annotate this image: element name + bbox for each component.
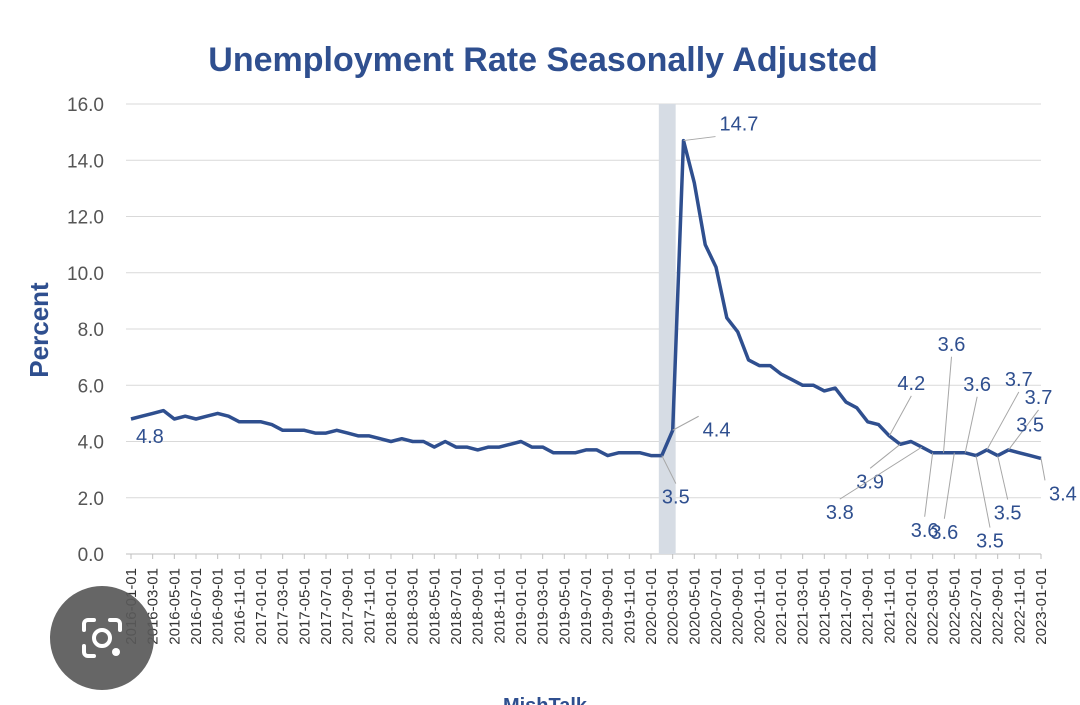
x-tick-label: 2020-07-01	[708, 568, 725, 645]
x-tick-label: 2020-03-01	[665, 568, 682, 645]
x-tick-label: 2022-03-01	[925, 568, 942, 645]
x-tick-label: 2017-05-01	[296, 568, 313, 645]
y-tick-label: 16.0	[67, 95, 104, 116]
series-line-unemployment	[130, 138, 1042, 461]
y-tick-label: 12.0	[67, 208, 104, 229]
leader-line	[943, 356, 952, 453]
y-tick-label: 4.0	[78, 433, 104, 454]
x-tick-label: 2017-03-01	[275, 568, 292, 645]
x-tick-label: 2018-03-01	[405, 568, 422, 645]
x-tick-label: 2019-03-01	[535, 568, 552, 645]
gridlines	[126, 103, 1041, 555]
data-label: 3.5	[1016, 415, 1044, 437]
x-tick-label: 2018-01-01	[383, 568, 400, 645]
x-tick-label: 2021-11-01	[881, 568, 898, 644]
leader-line	[1040, 458, 1046, 481]
x-tick-label: 2017-09-01	[340, 568, 357, 645]
x-tick-label: 2019-11-01	[621, 568, 638, 644]
x-tick-label: 2022-09-01	[990, 568, 1007, 645]
x-tick-label: 2016-11-01	[231, 568, 248, 644]
leader-line	[986, 391, 1020, 451]
leader-line	[997, 455, 1009, 500]
leader-line	[672, 415, 699, 431]
x-tick-labels: 2016-01-012016-03-012016-05-012016-07-01…	[123, 554, 1050, 645]
shaded-region-layer	[658, 104, 676, 554]
x-tick-label: 2022-01-01	[903, 568, 920, 645]
y-tick-label: 14.0	[67, 151, 104, 172]
data-label: 3.6	[963, 374, 991, 396]
leader-line	[924, 452, 934, 517]
leader-line	[869, 443, 901, 469]
data-label: 3.7	[1025, 387, 1053, 409]
x-tick-label: 2019-07-01	[578, 568, 595, 645]
x-tick-label: 2021-03-01	[795, 568, 812, 645]
y-tick-label: 2.0	[78, 489, 104, 510]
x-tick-label: 2020-01-01	[643, 568, 660, 645]
x-tick-label: 2020-09-01	[730, 568, 747, 645]
series-line-layer	[130, 138, 1042, 461]
leader-line	[964, 396, 978, 453]
chart-title: Unemployment Rate Seasonally Adjusted	[208, 41, 877, 79]
data-label: 3.4	[1049, 483, 1077, 505]
data-label: 4.2	[897, 373, 925, 395]
y-tick-label: 6.0	[78, 376, 104, 397]
camera-search-icon[interactable]	[50, 586, 154, 690]
data-label: 3.6	[930, 522, 958, 544]
data-label: 3.5	[976, 531, 1004, 553]
x-tick-label: 2016-09-01	[210, 568, 227, 645]
data-label: 3.9	[856, 471, 884, 493]
leader-line	[839, 446, 923, 500]
x-tick-label: 2018-11-01	[491, 568, 508, 644]
x-tick-label: 2017-11-01	[361, 568, 378, 644]
leader-line	[888, 395, 912, 437]
data-label: 3.6	[911, 520, 939, 542]
x-tick-label: 2016-07-01	[188, 568, 205, 645]
data-label: 14.7	[720, 114, 759, 136]
data-label-layer: 4.83.54.414.74.23.93.83.63.63.63.63.53.7…	[136, 114, 1077, 553]
leader-line	[661, 455, 677, 484]
leader-line	[975, 455, 991, 528]
x-tick-label: 2019-01-01	[513, 568, 530, 645]
x-tick-label: 2021-09-01	[860, 568, 877, 645]
x-tick-label: 2016-05-01	[166, 568, 183, 645]
x-tick-label: 2018-09-01	[470, 568, 487, 645]
leader-line	[1008, 409, 1039, 451]
data-label: 3.8	[826, 502, 854, 524]
data-label: 3.5	[994, 503, 1022, 525]
recession-shade	[658, 104, 676, 554]
data-label: 3.5	[662, 487, 690, 509]
data-label: 3.6	[938, 334, 966, 356]
data-label: 4.8	[136, 426, 164, 448]
x-tick-label: 2022-11-01	[1011, 568, 1028, 644]
x-tick-label: 2020-11-01	[751, 568, 768, 644]
leader-line	[683, 136, 716, 142]
data-label: 3.7	[1005, 369, 1033, 391]
y-axis-label: Percent	[24, 282, 54, 378]
x-tick-label: 2022-05-01	[946, 568, 963, 645]
x-tick-label: 2018-07-01	[448, 568, 465, 645]
y-tick-labels: 0.0 2.0 4.0 6.0 8.0 10.0 12.0 14.0 16.0	[67, 95, 104, 566]
leader-line	[943, 452, 955, 519]
x-tick-label: 2022-07-01	[968, 568, 985, 645]
y-tick-label: 8.0	[78, 320, 104, 341]
y-tick-label: 0.0	[78, 545, 104, 566]
x-tick-label: 2020-05-01	[686, 568, 703, 645]
x-tick-label: 2019-09-01	[600, 568, 617, 645]
x-tick-label: 2019-05-01	[556, 568, 573, 645]
x-tick-label: 2017-07-01	[318, 568, 335, 645]
footer-source: MishTalk	[503, 695, 588, 705]
data-label: 4.4	[703, 419, 731, 441]
x-tick-label: 2023-01-01	[1033, 568, 1050, 645]
x-tick-label: 2021-01-01	[773, 568, 790, 645]
x-tick-label: 2017-01-01	[253, 568, 270, 645]
y-tick-label: 10.0	[67, 264, 104, 285]
x-tick-label: 2021-05-01	[816, 568, 833, 645]
x-tick-label: 2018-05-01	[426, 568, 443, 645]
x-tick-label: 2021-07-01	[838, 568, 855, 645]
